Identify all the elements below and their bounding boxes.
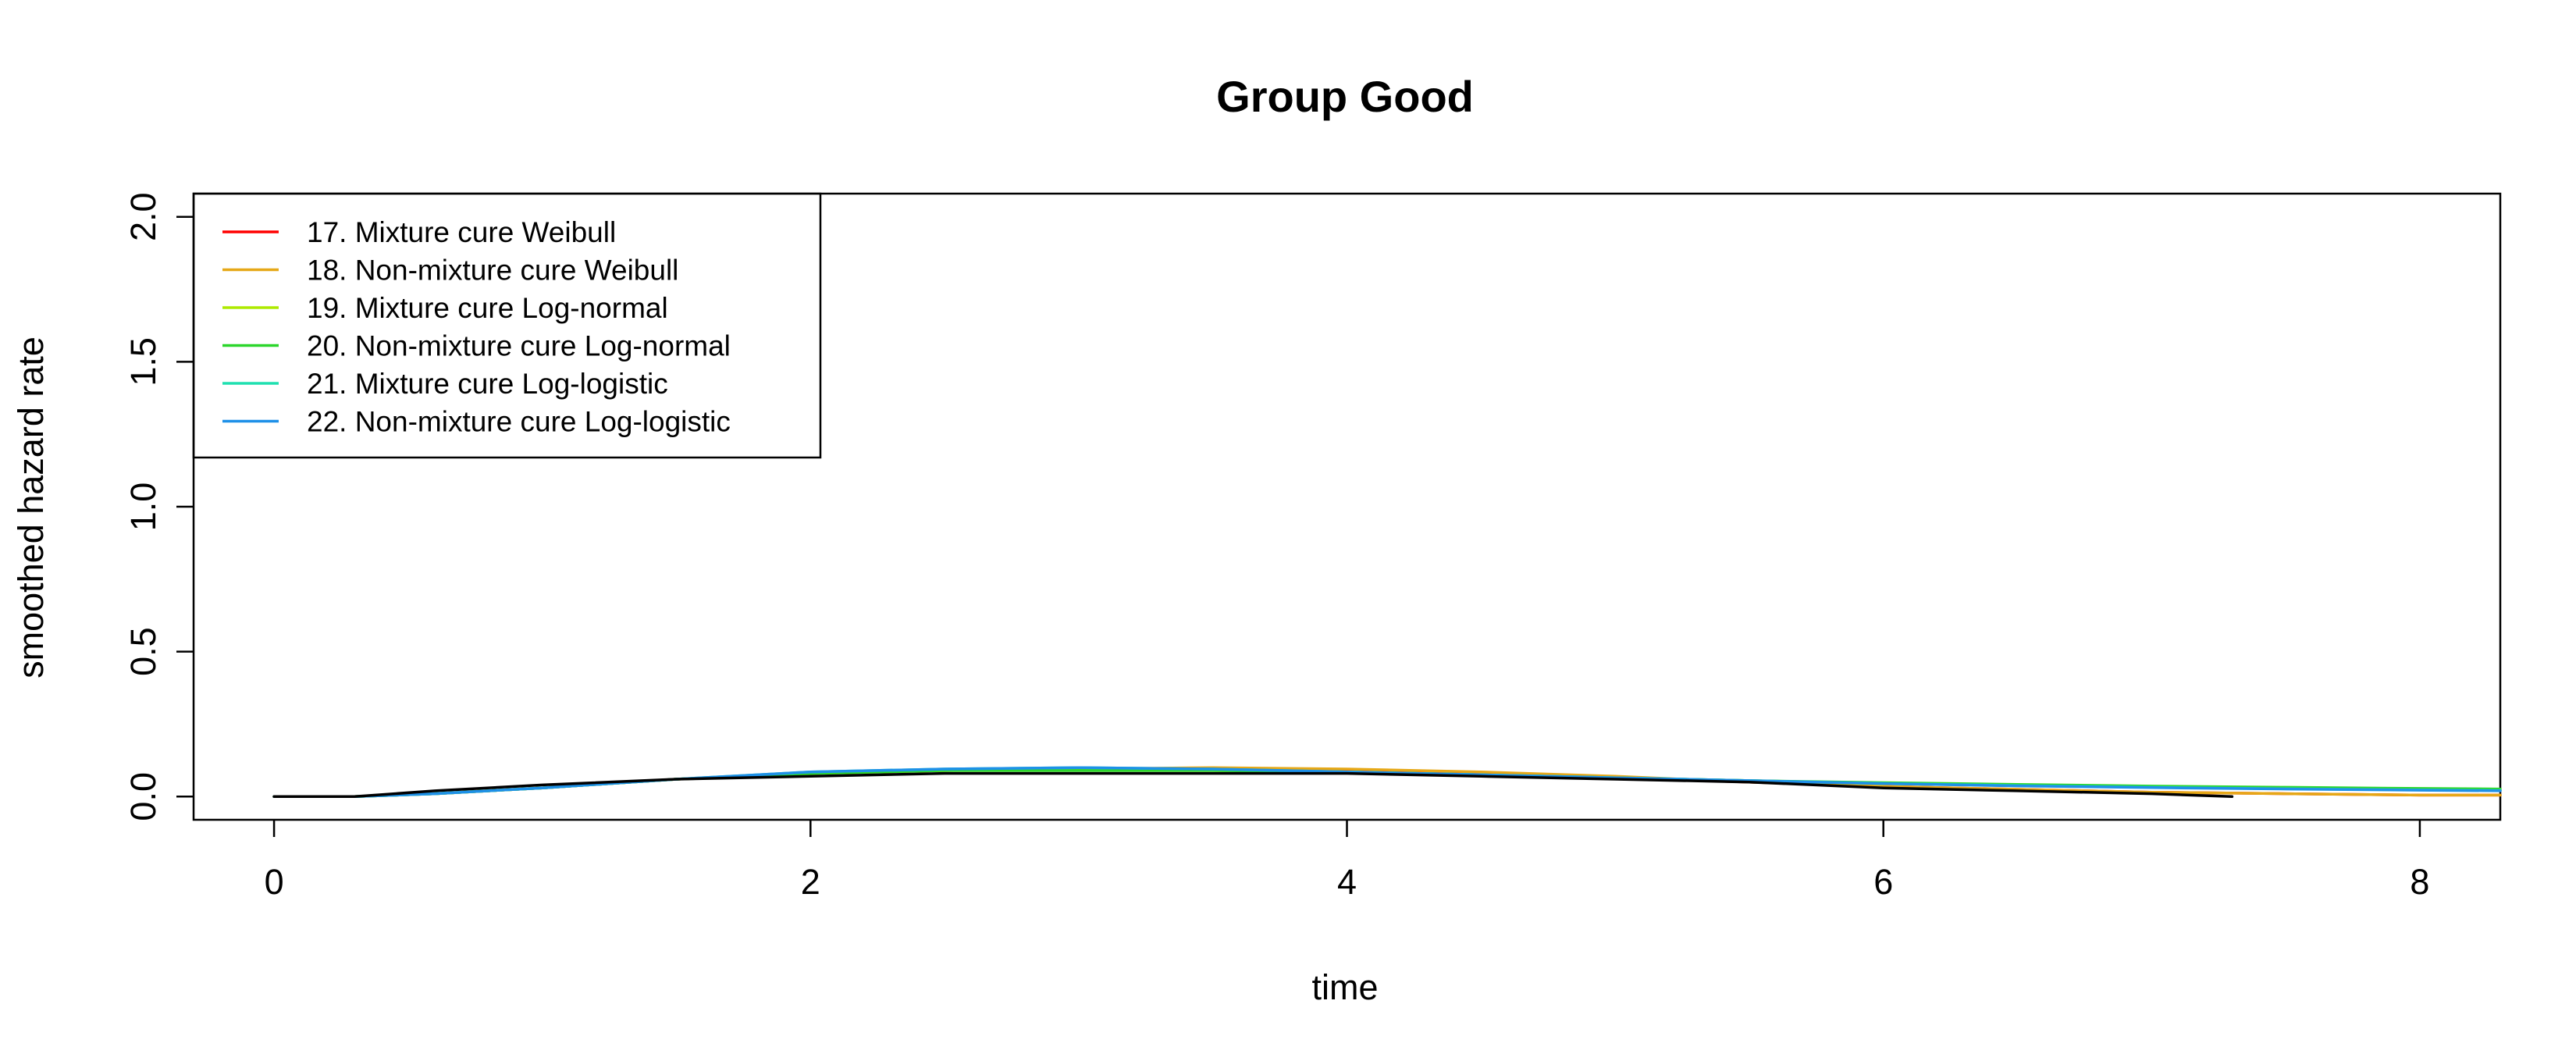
y-tick-label: 2.0: [123, 192, 163, 241]
series-line: [272, 766, 2502, 799]
x-tick-label: 6: [1873, 862, 1893, 902]
x-axis-label: time: [1311, 967, 1378, 1007]
plot-frame: [192, 192, 2502, 821]
legend-label: 20. Non-mixture cure Log-normal: [307, 330, 731, 362]
chart-title: Group Good: [1216, 72, 1474, 121]
y-tick-label: 1.0: [123, 482, 163, 532]
y-axis: 0.0 0.5 1.0 1.5 2.0: [123, 192, 194, 821]
legend-box: [192, 192, 822, 459]
legend-items: 17. Mixture cure Weibull 18. Non-mixture …: [222, 216, 731, 438]
legend-label: 22. Non-mixture cure Log-logistic: [307, 406, 731, 438]
y-tick-label: 1.5: [123, 337, 163, 386]
y-axis-label: smoothed hazard rate: [11, 336, 51, 678]
x-tick-label: 8: [2410, 862, 2429, 902]
y-tick-label: 0.5: [123, 627, 163, 676]
legend: 17. Mixture cure Weibull 18. Non-mixture …: [192, 192, 822, 459]
x-axis: 0 2 4 6 8: [265, 820, 2429, 902]
legend-label: 19. Mixture cure Log-normal: [307, 292, 668, 324]
legend-label: 21. Mixture cure Log-logistic: [307, 368, 668, 400]
y-tick-label: 0.0: [123, 772, 163, 821]
x-tick-label: 4: [1337, 862, 1357, 902]
x-tick-label: 0: [265, 862, 284, 902]
x-tick-label: 2: [801, 862, 820, 902]
series-line: [272, 771, 2234, 799]
legend-label: 17. Mixture cure Weibull: [307, 216, 616, 248]
series-lines: [272, 766, 2502, 799]
legend-label: 18. Non-mixture cure Weibull: [307, 255, 678, 287]
